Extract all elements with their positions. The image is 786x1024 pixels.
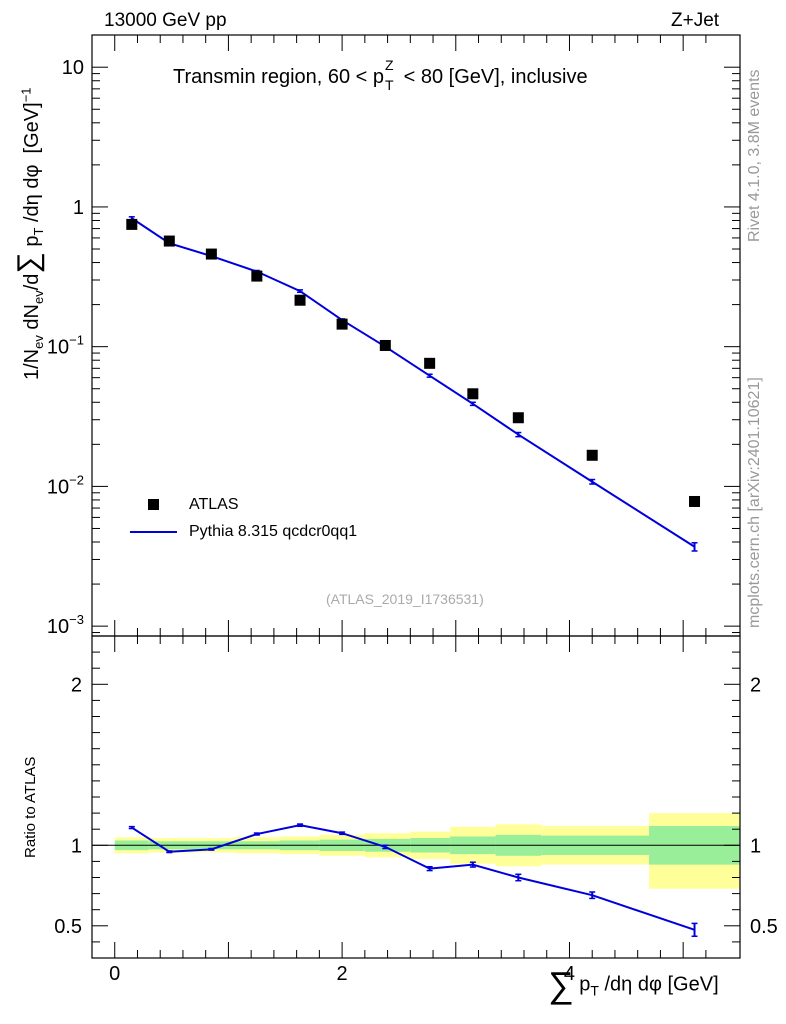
main-y-tick-label: 10−1 [47, 333, 84, 359]
header-left: 13000 GeV pp [104, 10, 227, 31]
ratio-y-tick-label-left: 2 [71, 674, 82, 696]
ratio-y-tick-label-left: 0.5 [54, 916, 82, 938]
atlas-data-point [294, 294, 306, 306]
chart-title-post: < 80 [GeV], inclusive [398, 66, 588, 88]
x-tick-label: 4 [564, 963, 575, 985]
x-tick-label: 0 [109, 963, 120, 985]
atlas-data-point [126, 218, 138, 230]
chart-title-sup: Z [385, 57, 394, 73]
ratio-y-tick-label-left: 1 [71, 835, 82, 857]
ratio-plot-frame [91, 635, 741, 959]
x-axis-label: ∑ pT /dη dφ [GeV] [548, 964, 719, 1005]
chart-title-pre: Transmin region, 60 < p [173, 66, 385, 88]
main-y-tick-label: 10−2 [47, 472, 84, 498]
atlas-data-point [586, 449, 598, 461]
atlas-data-point [379, 339, 391, 351]
ratio-y-tick-label-right: 0.5 [750, 916, 778, 938]
main-y-tick-label: 1 [73, 197, 84, 219]
header-right: Z+Jet [671, 10, 720, 31]
main-y-tick-label: 10−3 [47, 612, 84, 638]
legend-label-pythia: Pythia 8.315 qcdcr0qq1 [189, 523, 358, 540]
x-tick-label: 2 [337, 963, 348, 985]
ratio-y-axis-label: Ratio to ATLAS [22, 756, 39, 858]
atlas-data-point [205, 248, 217, 260]
atlas-data-point [251, 270, 263, 282]
legend-marker-atlas [148, 499, 159, 510]
atlas-data-point [424, 357, 436, 369]
main-y-axis-label: 1/Nev dNev/d∑ pT /dη dφ [GeV]−1 [12, 87, 46, 380]
atlas-data-point [512, 412, 524, 424]
mcplots-label: mcplots.cern.ch [arXiv:2401.10621] [746, 377, 763, 628]
chart-title-sub: T [385, 77, 394, 93]
mc-line [131, 217, 696, 548]
atlas-data-point [689, 495, 701, 507]
main-plot-frame [91, 34, 741, 637]
atlas-data-point [467, 388, 479, 400]
rivet-label: Rivet 4.1.0, 3.8M events [746, 69, 763, 242]
main-y-tick-label: 10 [62, 57, 84, 79]
ratio-y-tick-label-right: 1 [750, 835, 761, 857]
ratio-y-tick-label-right: 2 [750, 674, 761, 696]
analysis-annotation: (ATLAS_2019_I1736531) [326, 591, 484, 607]
atlas-data-point [163, 235, 175, 247]
legend-label-atlas: ATLAS [189, 496, 239, 513]
ratio-line [131, 824, 695, 931]
atlas-data-point [336, 318, 348, 330]
